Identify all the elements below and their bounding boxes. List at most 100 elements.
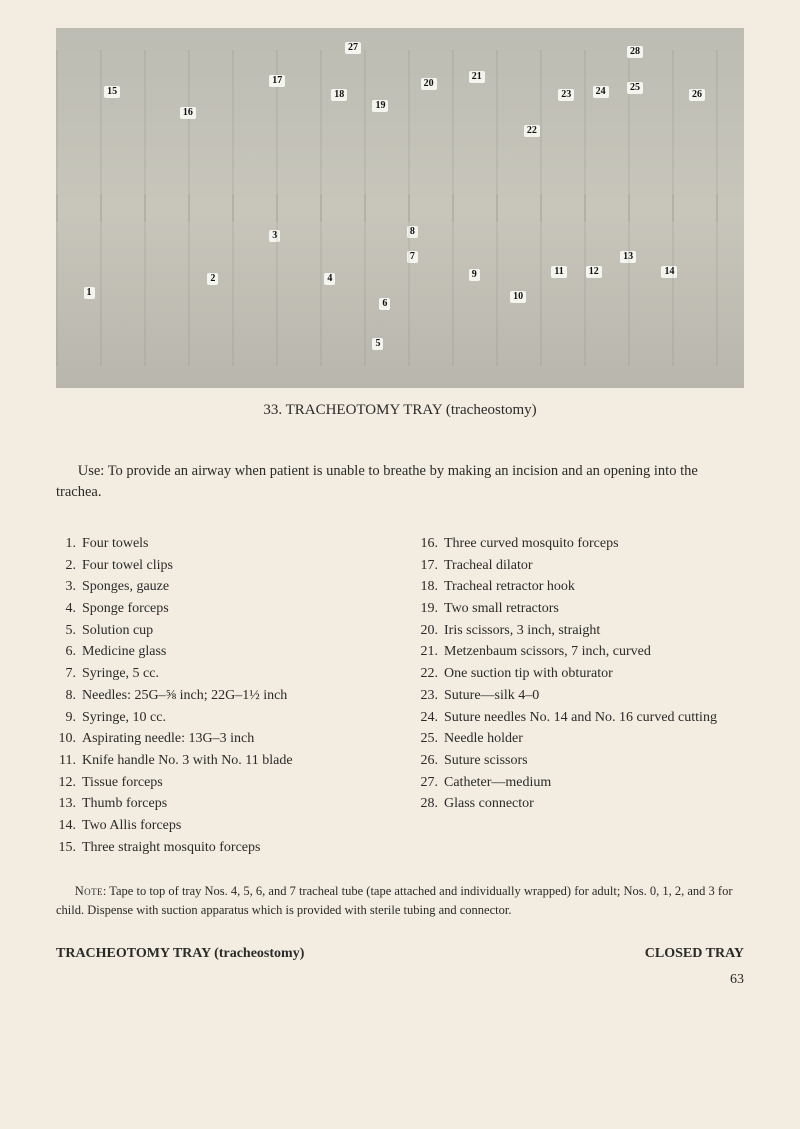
figure-number-label: 6 [379, 298, 390, 310]
list-item-number: 13. [56, 793, 82, 815]
list-item-number: 12. [56, 772, 82, 794]
list-item: 11.Knife handle No. 3 with No. 11 blade [56, 750, 382, 772]
list-item: 17.Tracheal dilator [418, 555, 744, 577]
list-item-text: Four towel clips [82, 555, 173, 577]
list-item: 9.Syringe, 10 cc. [56, 707, 382, 729]
list-item-number: 19. [418, 598, 444, 620]
list-item-number: 18. [418, 576, 444, 598]
list-item-text: Suture needles No. 14 and No. 16 curved … [444, 707, 717, 729]
list-item: 5.Solution cup [56, 620, 382, 642]
list-item-number: 14. [56, 815, 82, 837]
list-item-number: 2. [56, 555, 82, 577]
list-item-text: Medicine glass [82, 641, 166, 663]
item-list-right: 16.Three curved mosquito forceps17.Trach… [418, 533, 744, 858]
item-list-left: 1.Four towels2.Four towel clips3.Sponges… [56, 533, 382, 858]
figure-number-label: 9 [469, 269, 480, 281]
list-item: 18.Tracheal retractor hook [418, 576, 744, 598]
figure-number-label: 21 [469, 71, 485, 83]
footer-line: TRACHEOTOMY TRAY (tracheostomy) CLOSED T… [56, 946, 744, 962]
list-item-text: Sponge forceps [82, 598, 169, 620]
list-item: 7.Syringe, 5 cc. [56, 663, 382, 685]
figure-number-label: 8 [407, 226, 418, 238]
list-item-number: 26. [418, 750, 444, 772]
list-item-text: Suture—silk 4–0 [444, 685, 539, 707]
figure-number-label: 1 [84, 287, 95, 299]
list-item: 1.Four towels [56, 533, 382, 555]
list-item-number: 15. [56, 837, 82, 859]
list-item-number: 9. [56, 707, 82, 729]
list-item-number: 28. [418, 793, 444, 815]
item-lists: 1.Four towels2.Four towel clips3.Sponges… [56, 533, 744, 858]
list-item: 2.Four towel clips [56, 555, 382, 577]
list-item-text: Needles: 25G–⅝ inch; 22G–1½ inch [82, 685, 287, 707]
list-item-text: Knife handle No. 3 with No. 11 blade [82, 750, 293, 772]
figure-number-label: 18 [331, 89, 347, 101]
list-item: 8.Needles: 25G–⅝ inch; 22G–1½ inch [56, 685, 382, 707]
note-label: Note [75, 884, 103, 898]
figure-number-label: 12 [586, 266, 602, 278]
list-item-text: Tracheal dilator [444, 555, 533, 577]
list-item-text: Iris scissors, 3 inch, straight [444, 620, 600, 642]
list-item: 28.Glass connector [418, 793, 744, 815]
list-item-text: Thumb forceps [82, 793, 167, 815]
figure-number-label: 14 [661, 266, 677, 278]
list-item: 25.Needle holder [418, 728, 744, 750]
figure-number-label: 4 [324, 273, 335, 285]
list-item-number: 27. [418, 772, 444, 794]
list-item-number: 17. [418, 555, 444, 577]
figure-number: 33. [263, 402, 282, 418]
list-item: 23.Suture—silk 4–0 [418, 685, 744, 707]
list-item-number: 24. [418, 707, 444, 729]
list-item-text: Three straight mosquito forceps [82, 837, 260, 859]
figure-number-label: 3 [269, 230, 280, 242]
list-item: 15.Three straight mosquito forceps [56, 837, 382, 859]
page-number: 63 [56, 972, 744, 988]
list-item-number: 10. [56, 728, 82, 750]
list-item: 19.Two small retractors [418, 598, 744, 620]
list-item-number: 16. [418, 533, 444, 555]
use-paragraph: Use: To provide an airway when patient i… [56, 461, 744, 503]
list-item-text: Tracheal retractor hook [444, 576, 575, 598]
list-item: 14.Two Allis forceps [56, 815, 382, 837]
figure-number-label: 7 [407, 251, 418, 263]
list-item-text: One suction tip with obturator [444, 663, 613, 685]
list-item-number: 1. [56, 533, 82, 555]
note-paragraph: Note: Tape to top of tray Nos. 4, 5, 6, … [56, 882, 744, 920]
list-item-number: 22. [418, 663, 444, 685]
figure-number-label: 27 [345, 42, 361, 54]
list-item: 4.Sponge forceps [56, 598, 382, 620]
list-item: 20.Iris scissors, 3 inch, straight [418, 620, 744, 642]
figure-number-label: 11 [551, 266, 566, 278]
list-item-number: 20. [418, 620, 444, 642]
list-item: 24.Suture needles No. 14 and No. 16 curv… [418, 707, 744, 729]
list-item-number: 11. [56, 750, 82, 772]
list-item-text: Glass connector [444, 793, 534, 815]
list-item-text: Four towels [82, 533, 149, 555]
figure-number-label: 20 [421, 78, 437, 90]
figure-number-label: 25 [627, 82, 643, 94]
list-item: 16.Three curved mosquito forceps [418, 533, 744, 555]
list-item-text: Suture scissors [444, 750, 528, 772]
figure-number-label: 13 [620, 251, 636, 263]
footer-left: TRACHEOTOMY TRAY (tracheostomy) [56, 946, 304, 962]
list-item-text: Metzenbaum scissors, 7 inch, curved [444, 641, 651, 663]
figure-number-label: 19 [372, 100, 388, 112]
list-item: 21.Metzenbaum scissors, 7 inch, curved [418, 641, 744, 663]
list-item-number: 6. [56, 641, 82, 663]
list-item-number: 21. [418, 641, 444, 663]
list-item: 27.Catheter—medium [418, 772, 744, 794]
document-page: 2728151617181920212223242526123456789101… [0, 0, 800, 1129]
figure-number-label: 22 [524, 125, 540, 137]
list-item: 26.Suture scissors [418, 750, 744, 772]
figure-number-label: 28 [627, 46, 643, 58]
figure-number-label: 10 [510, 291, 526, 303]
list-item-text: Syringe, 5 cc. [82, 663, 159, 685]
figure-photo: 2728151617181920212223242526123456789101… [56, 28, 744, 388]
list-item-text: Syringe, 10 cc. [82, 707, 166, 729]
list-item-text: Tissue forceps [82, 772, 163, 794]
list-item-number: 8. [56, 685, 82, 707]
list-item-text: Aspirating needle: 13G–3 inch [82, 728, 254, 750]
list-item-number: 4. [56, 598, 82, 620]
list-item-number: 7. [56, 663, 82, 685]
figure-number-label: 23 [558, 89, 574, 101]
